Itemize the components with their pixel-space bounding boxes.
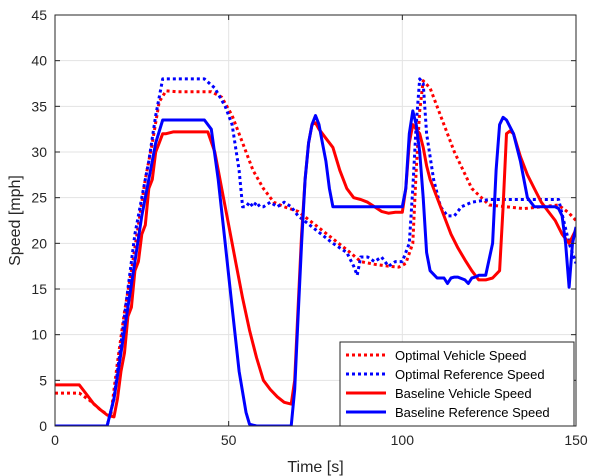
legend-label-optimal-reference-speed: Optimal Reference Speed — [395, 367, 545, 382]
y-tick-label: 40 — [31, 53, 47, 69]
y-tick-label: 35 — [31, 98, 47, 114]
series-line-baseline-vehicle-speed — [55, 121, 576, 419]
y-tick-label: 20 — [31, 235, 47, 251]
y-tick-label: 25 — [31, 190, 47, 206]
y-axis-label: Speed [mph] — [7, 175, 24, 266]
tick-labels: 0 50 100 150 0 5 10 15 20 25 30 35 40 45 — [31, 7, 587, 448]
legend-label-baseline-reference-speed: Baseline Reference Speed — [395, 405, 550, 420]
x-tick-label: 100 — [391, 432, 415, 448]
legend-label-optimal-vehicle-speed: Optimal Vehicle Speed — [395, 348, 527, 363]
legend-label-baseline-vehicle-speed: Baseline Vehicle Speed — [395, 386, 532, 401]
axes — [54, 14, 577, 427]
y-tick-label: 45 — [31, 7, 47, 23]
y-tick-label: 5 — [39, 372, 47, 388]
legend: Optimal Vehicle Speed Optimal Reference S… — [339, 341, 575, 427]
series-layer — [55, 77, 576, 426]
y-tick-label: 30 — [31, 144, 47, 160]
x-tick-label: 50 — [221, 432, 237, 448]
x-axis-label: Time [s] — [287, 459, 343, 476]
x-tick-label: 0 — [51, 432, 59, 448]
y-tick-label: 0 — [39, 418, 47, 434]
series-line-optimal-vehicle-speed — [55, 79, 576, 419]
series-line-optimal-reference-speed — [55, 77, 576, 426]
y-tick-label: 10 — [31, 327, 47, 343]
series-line-baseline-reference-speed — [55, 109, 576, 426]
x-tick-label: 150 — [564, 432, 588, 448]
axes-box — [54, 14, 577, 427]
y-tick-label: 15 — [31, 281, 47, 297]
